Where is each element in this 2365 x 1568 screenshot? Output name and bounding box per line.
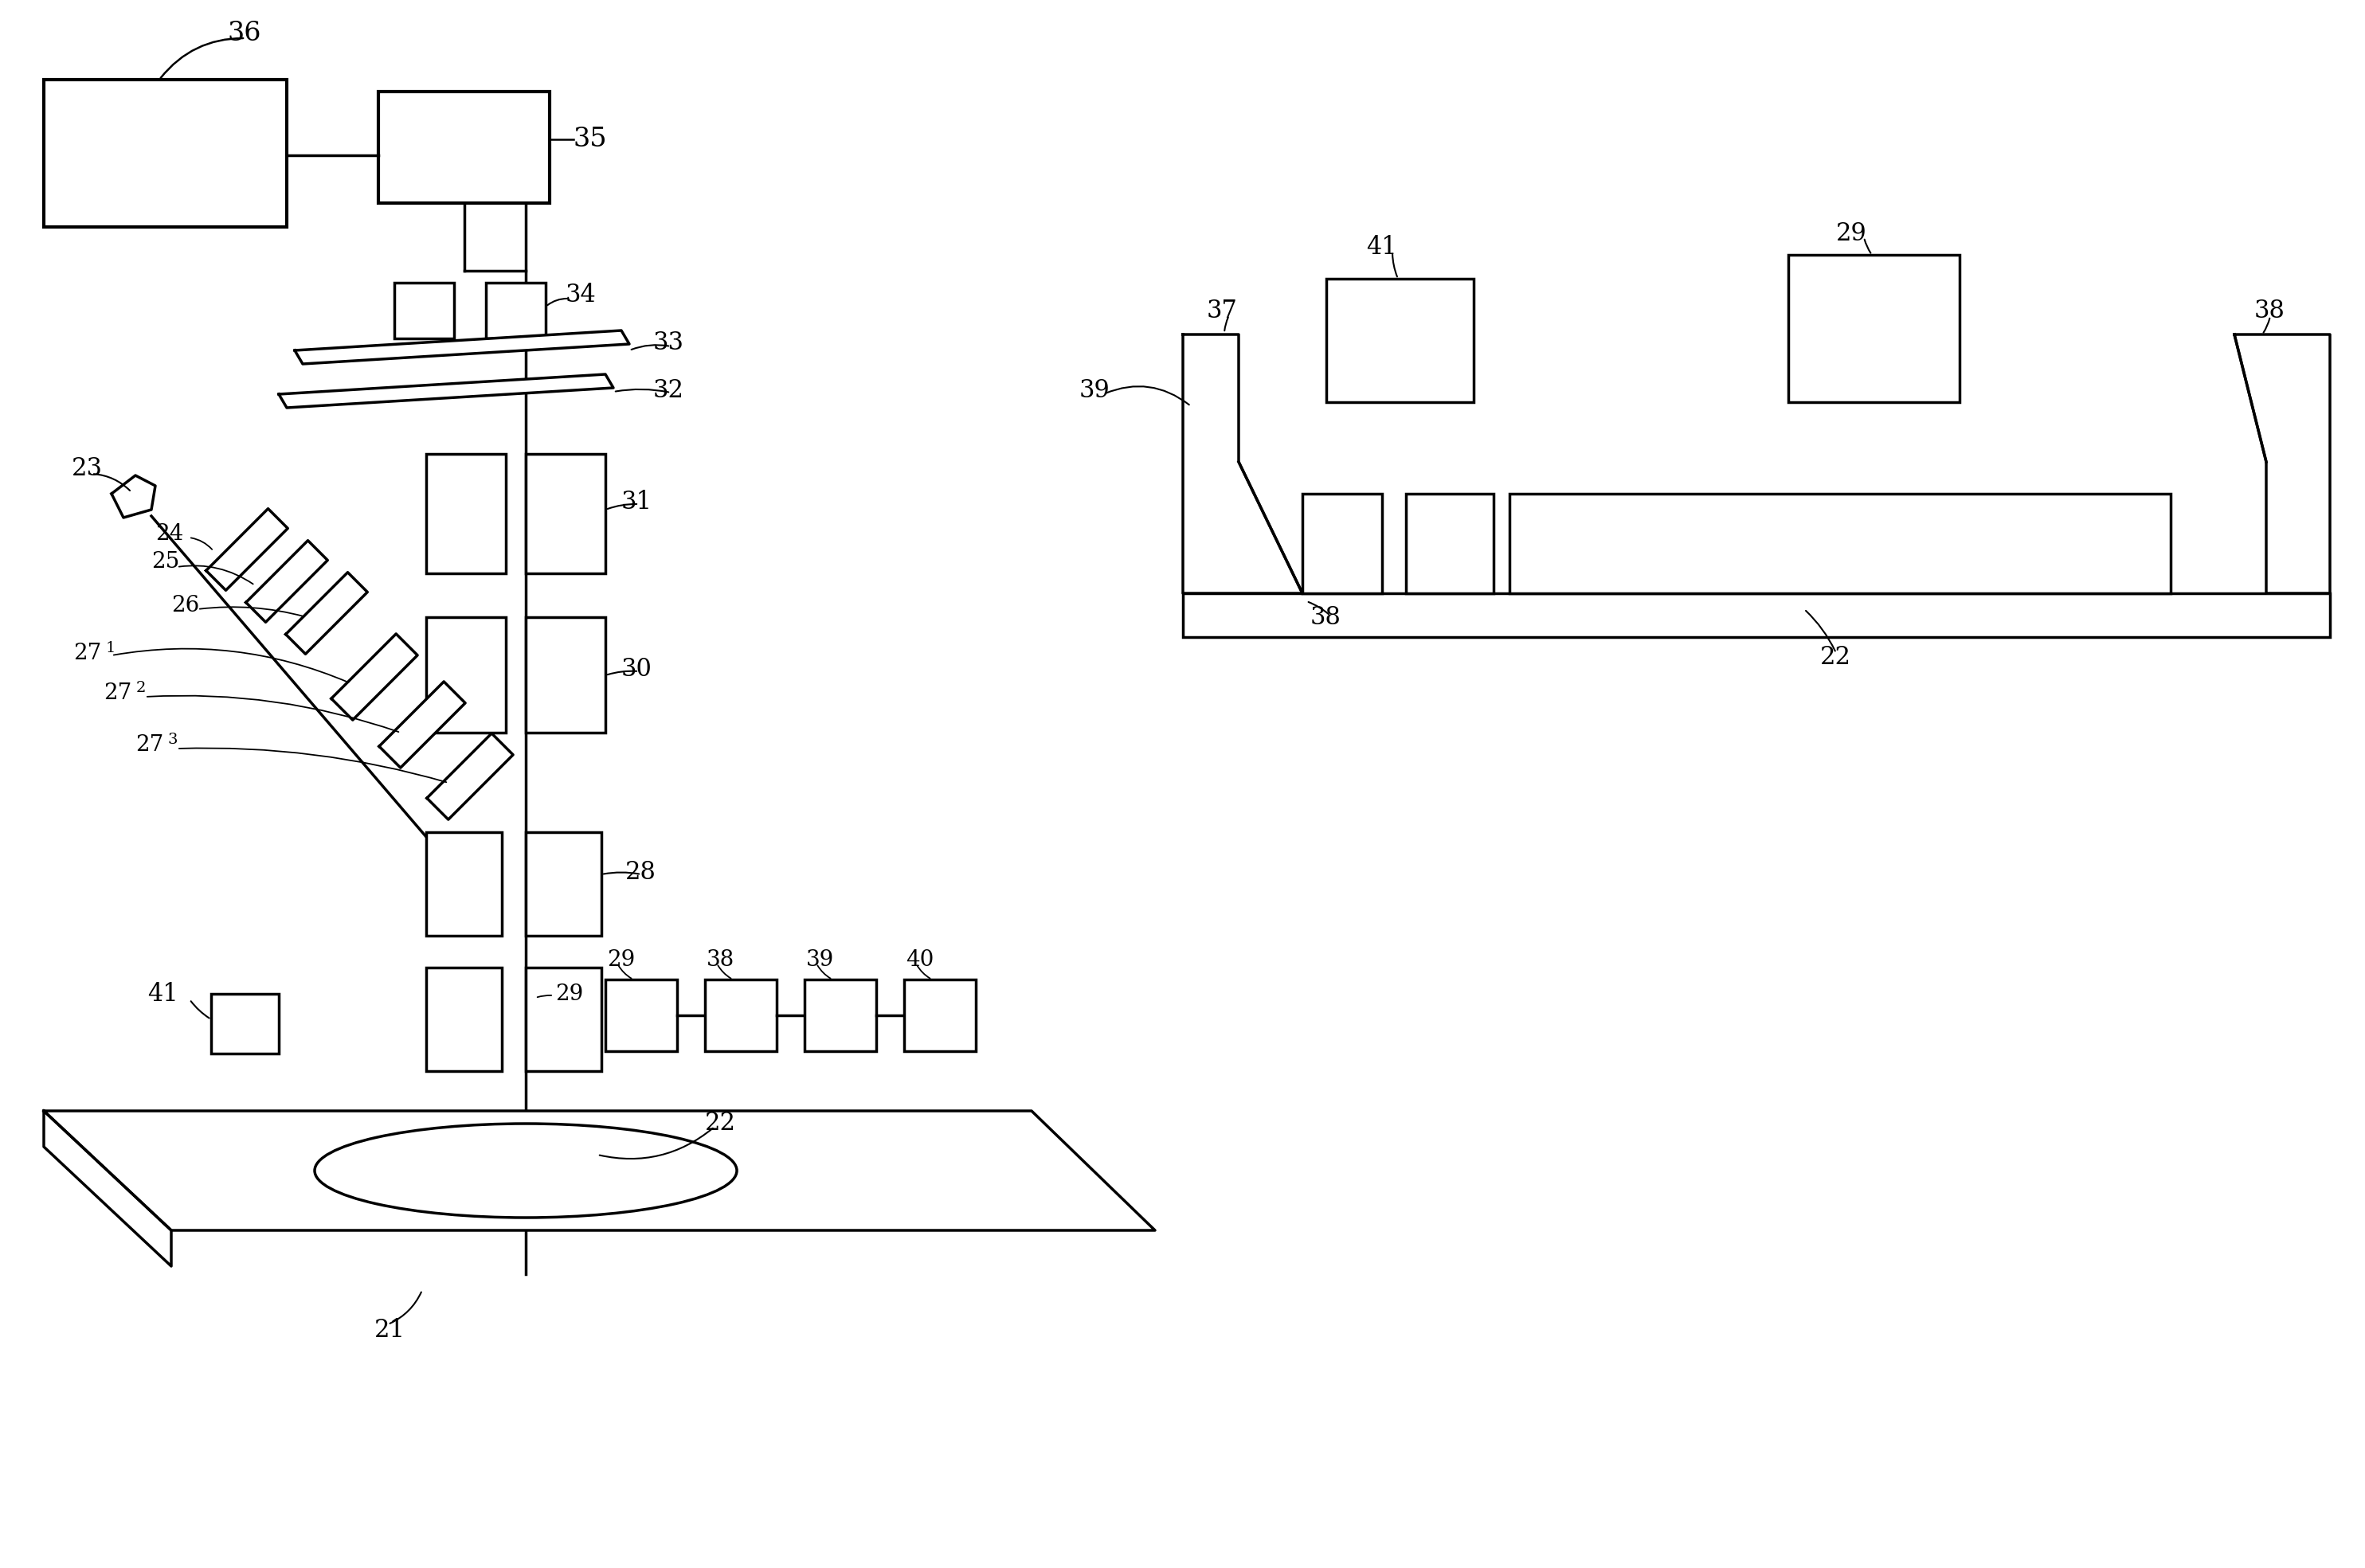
Text: 40: 40 (906, 949, 934, 971)
Polygon shape (2235, 334, 2330, 593)
Bar (426, 618, 506, 732)
Bar (804, 980, 875, 1051)
Text: 31: 31 (622, 489, 653, 514)
Polygon shape (246, 541, 329, 622)
Bar (1327, 279, 1473, 401)
Text: 2: 2 (137, 681, 147, 695)
Text: 29: 29 (1835, 221, 1866, 246)
Text: 27: 27 (73, 643, 102, 663)
Bar (1303, 494, 1381, 593)
Text: 29: 29 (556, 983, 584, 1005)
Polygon shape (45, 1110, 170, 1267)
Text: 38: 38 (2254, 298, 2285, 323)
Text: 41: 41 (1367, 235, 1398, 259)
Bar (705, 980, 776, 1051)
Bar (525, 453, 605, 574)
Polygon shape (279, 375, 613, 408)
Bar (426, 833, 501, 936)
Polygon shape (296, 331, 629, 364)
Polygon shape (111, 475, 156, 517)
Text: 41: 41 (147, 982, 177, 1007)
Text: 28: 28 (624, 859, 655, 884)
Text: 36: 36 (227, 20, 260, 45)
Bar (378, 91, 549, 204)
Bar (525, 618, 605, 732)
Bar (525, 833, 601, 936)
Text: 1: 1 (106, 641, 116, 655)
Bar (903, 980, 977, 1051)
Bar (525, 967, 601, 1071)
Text: 27: 27 (104, 682, 132, 704)
Bar (485, 282, 546, 339)
Bar (45, 80, 286, 227)
Text: 39: 39 (1078, 378, 1109, 403)
Text: 25: 25 (151, 550, 180, 572)
Bar (1405, 494, 1495, 593)
Text: 21: 21 (374, 1317, 404, 1342)
Text: 39: 39 (806, 949, 835, 971)
Text: 24: 24 (156, 522, 184, 544)
Polygon shape (428, 734, 513, 820)
Text: 33: 33 (653, 331, 683, 354)
Text: 22: 22 (1821, 644, 1852, 670)
Text: 26: 26 (170, 594, 199, 616)
Bar (1788, 256, 1961, 401)
Text: 37: 37 (1206, 298, 1237, 323)
Bar (605, 980, 676, 1051)
Text: 22: 22 (705, 1110, 736, 1135)
Bar (210, 994, 279, 1054)
Bar (1182, 593, 2330, 637)
Text: 35: 35 (575, 127, 608, 152)
Text: 27: 27 (135, 734, 163, 756)
Bar (395, 282, 454, 339)
Polygon shape (45, 1110, 1154, 1231)
Text: 38: 38 (1310, 605, 1341, 629)
Text: 23: 23 (71, 456, 102, 481)
Bar (426, 453, 506, 574)
Text: 34: 34 (565, 282, 596, 307)
Polygon shape (206, 508, 289, 590)
Ellipse shape (315, 1124, 738, 1218)
Polygon shape (286, 572, 367, 654)
Polygon shape (331, 633, 419, 720)
Polygon shape (378, 682, 466, 768)
Text: 32: 32 (653, 378, 683, 403)
Text: 29: 29 (608, 949, 636, 971)
Bar (426, 967, 501, 1071)
Polygon shape (1182, 334, 1303, 593)
Text: 3: 3 (168, 732, 177, 746)
Bar (1509, 494, 2171, 593)
Text: 30: 30 (622, 657, 653, 681)
Text: 38: 38 (707, 949, 736, 971)
